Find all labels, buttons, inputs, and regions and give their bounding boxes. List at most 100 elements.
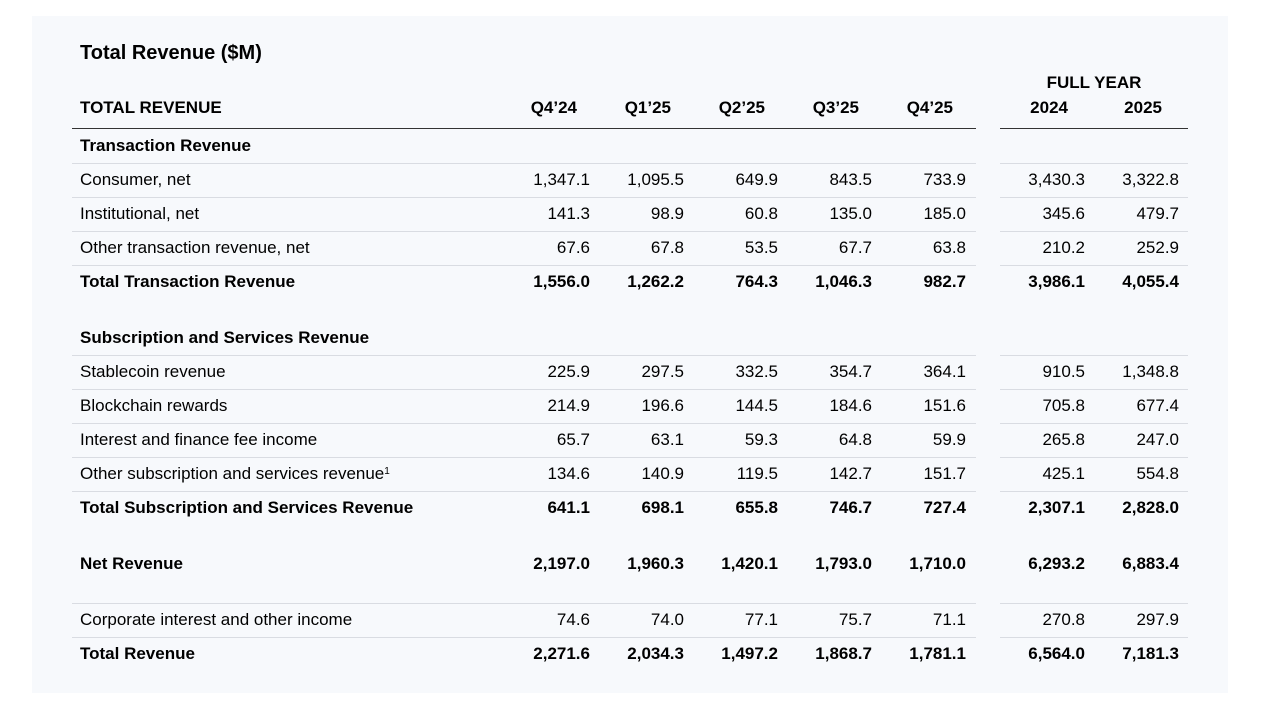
row-divider [1000,163,1188,164]
cell-value: 641.1 [547,498,590,517]
cell-value: 1,497.2 [721,644,778,663]
header-rule [1000,128,1188,129]
cell-value: 364.1 [923,362,966,381]
cell-value: 843.5 [829,170,872,189]
cell-value: 75.7 [838,610,872,629]
cell-value: 4,055.4 [1122,272,1179,291]
cell-value: 2,197.0 [533,554,590,573]
cell-value: 67.6 [556,238,590,257]
row-label-text: Institutional, net [80,204,200,223]
row-label: Other transaction revenue, net [80,231,310,265]
cell-value: 142.7 [829,464,872,483]
cell-value: 332.5 [735,362,778,381]
row-divider [1000,603,1188,604]
column-header: Q1’25 [624,98,671,117]
row-divider [1000,491,1188,492]
header-label: TOTAL REVENUE [80,98,222,117]
cell-value: 655.8 [735,498,778,517]
table-row: Stablecoin revenue 225.9 297.5 332.5 354.7 36… [0,355,1262,389]
section-heading: Transaction Revenue [0,129,1262,163]
cell-value: 1,781.1 [909,644,966,663]
cell-value: 140.9 [641,464,684,483]
cell-value: 7,181.3 [1122,644,1179,663]
table-row: Institutional, net 141.3 98.9 60.8 135.0 185.… [0,197,1262,231]
row-divider [1000,197,1188,198]
section-heading: Subscription and Services Revenue [0,321,1262,355]
cell-value: 265.8 [1042,430,1085,449]
cell-value: 733.9 [923,170,966,189]
row-divider [1000,423,1188,424]
cell-value: 151.7 [923,464,966,483]
cell-value: 1,960.3 [627,554,684,573]
row-label: Net Revenue [80,547,183,581]
cell-value: 59.9 [932,430,966,449]
cell-value: 705.8 [1042,396,1085,415]
cell-value: 74.0 [650,610,684,629]
cell-value: 214.9 [547,396,590,415]
cell-value: 71.1 [932,610,966,629]
row-label-text: Corporate interest and other income [80,610,353,629]
row-label-text: Other transaction revenue, net [80,238,310,257]
table-row: Consumer, net 1,347.1 1,095.5 649.9 843.5 733… [0,163,1262,197]
net-revenue-row: Net Revenue 2,197.0 1,960.3 1,420.1 1,793.0 1… [0,547,1262,581]
cell-value: 1,793.0 [815,554,872,573]
cell-value: 98.9 [650,204,684,223]
cell-value: 1,262.2 [627,272,684,291]
cell-value: 649.9 [735,170,778,189]
row-divider [72,355,976,356]
cell-value: 270.8 [1042,610,1085,629]
full-year-header: FULL YEAR [1046,73,1142,92]
row-label-text: Total Transaction Revenue [80,272,296,291]
cell-value: 77.1 [744,610,778,629]
cell-value: 144.5 [735,396,778,415]
cell-value: 3,986.1 [1028,272,1085,291]
row-label: Other subscription and services revenue1 [80,457,390,491]
row-label-text: Interest and finance fee income [80,430,318,449]
row-label: Stablecoin revenue [80,355,226,389]
row-divider [72,457,976,458]
footnote-marker: 1 [384,466,390,477]
row-divider [72,163,976,164]
cell-value: 53.5 [744,238,778,257]
total-revenue-row: Total Revenue 2,271.6 2,034.3 1,497.2 1,868.… [0,637,1262,671]
row-label: Institutional, net [80,197,199,231]
cell-value: 1,420.1 [721,554,778,573]
cell-value: 1,348.8 [1122,362,1179,381]
row-label-text: Total Subscription and Services Revenue [80,498,414,517]
row-divider [72,389,976,390]
table-row: Other subscription and services revenue1… [0,457,1262,491]
cell-value: 2,828.0 [1122,498,1179,517]
row-label: Consumer, net [80,163,191,197]
cell-value: 1,556.0 [533,272,590,291]
cell-value: 225.9 [547,362,590,381]
cell-value: 1,710.0 [909,554,966,573]
cell-value: 65.7 [556,430,590,449]
column-header: Q4’25 [906,98,953,117]
cell-value: 2,307.1 [1028,498,1085,517]
row-label-text: Total Revenue [80,644,195,663]
row-label-text: Consumer, net [80,170,191,189]
cell-value: 1,868.7 [815,644,872,663]
cell-value: 1,095.5 [627,170,684,189]
column-header: Q4’24 [530,98,577,117]
row-label-text: Stablecoin revenue [80,362,226,381]
cell-value: 67.7 [838,238,872,257]
row-label: Total Transaction Revenue [80,265,295,299]
row-label: Total Revenue [80,637,195,671]
cell-value: 141.3 [547,204,590,223]
cell-value: 345.6 [1042,204,1085,223]
cell-value: 479.7 [1136,204,1179,223]
cell-value: 354.7 [829,362,872,381]
cell-value: 910.5 [1042,362,1085,381]
column-header: 2025 [1124,98,1162,117]
cell-value: 6,564.0 [1028,644,1085,663]
cell-value: 63.8 [932,238,966,257]
cell-value: 135.0 [829,204,872,223]
cell-value: 727.4 [923,498,966,517]
row-label: Interest and finance fee income [80,423,317,457]
cell-value: 764.3 [735,272,778,291]
cell-value: 6,883.4 [1122,554,1179,573]
table-row: Interest and finance fee income 65.7 63.1 5… [0,423,1262,457]
cell-value: 247.0 [1136,430,1179,449]
cell-value: 252.9 [1136,238,1179,257]
